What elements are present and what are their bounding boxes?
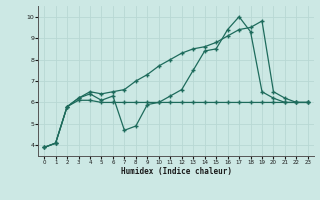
- X-axis label: Humidex (Indice chaleur): Humidex (Indice chaleur): [121, 167, 231, 176]
